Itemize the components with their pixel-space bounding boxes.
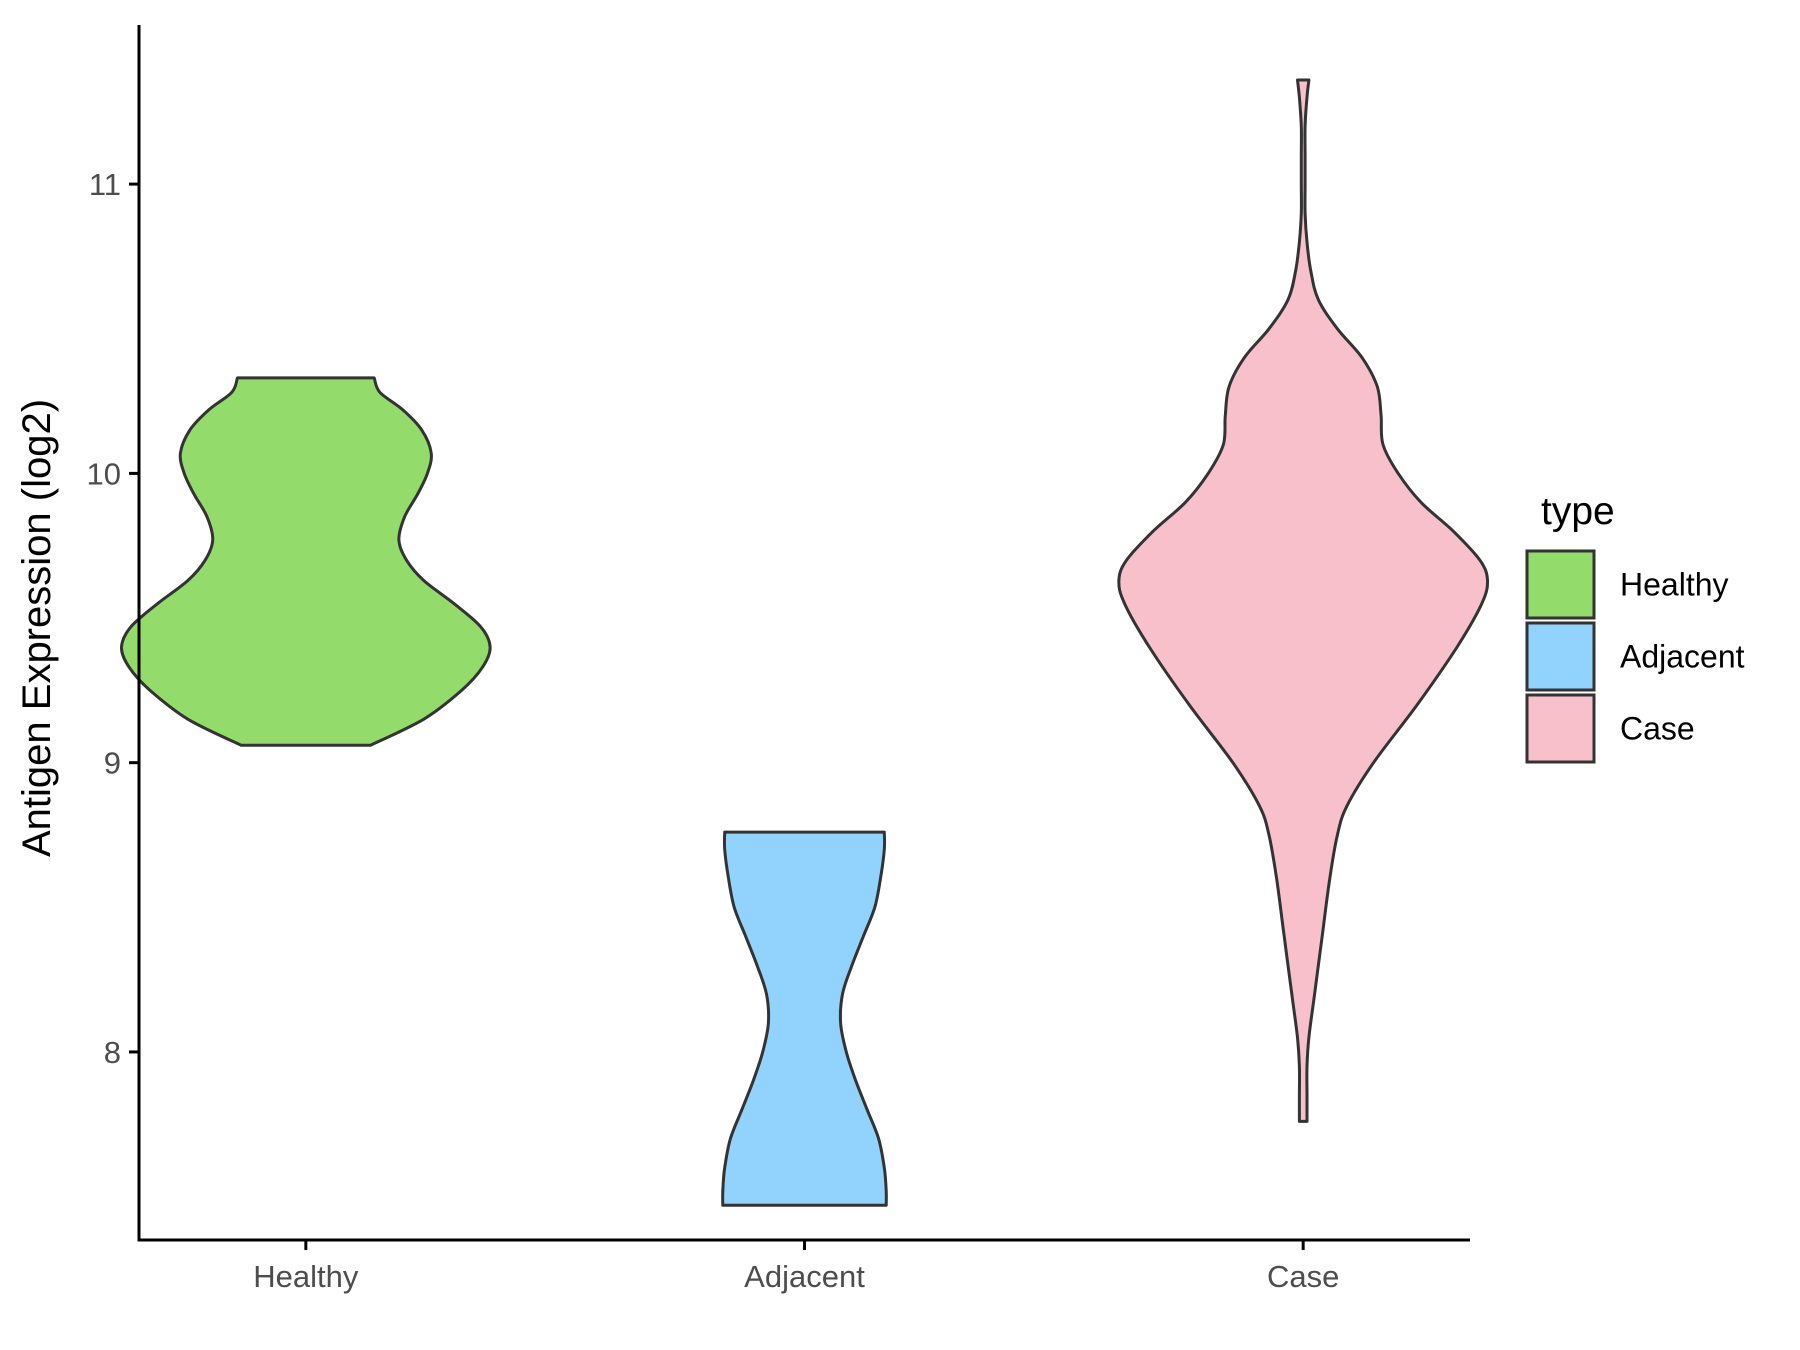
y-tick-label: 8 (104, 1035, 121, 1070)
x-tick-label-adjacent: Adjacent (744, 1259, 865, 1294)
legend-swatch-adjacent (1525, 621, 1596, 692)
violin-healthy (119, 376, 492, 747)
legend-title: type (1541, 490, 1615, 533)
legend-swatch-healthy (1525, 549, 1596, 620)
y-ticks: 8 9 10 11 (87, 167, 139, 1070)
legend-swatch-case (1525, 693, 1596, 764)
y-axis-title: Antigen Expression (log2) (15, 399, 59, 857)
plot-area (119, 78, 1490, 1207)
y-tick-label: 10 (87, 456, 121, 491)
axes: 8 9 10 11 Healthy Adjacent Case (87, 25, 1470, 1294)
x-tick-label-healthy: Healthy (253, 1259, 359, 1294)
x-tick-label-case: Case (1267, 1259, 1339, 1294)
legend-label-adjacent: Adjacent (1620, 639, 1745, 675)
x-ticks: Healthy Adjacent Case (253, 1240, 1339, 1294)
legend-label-case: Case (1620, 711, 1695, 747)
y-tick-label: 9 (104, 746, 121, 781)
violin-case (1117, 78, 1490, 1123)
legend-label-healthy: Healthy (1620, 567, 1729, 603)
violin-adjacent (721, 830, 888, 1207)
legend: type Healthy Adjacent Case (1525, 490, 1745, 764)
y-tick-label: 11 (89, 167, 121, 202)
legend-items: Healthy Adjacent Case (1525, 549, 1745, 764)
